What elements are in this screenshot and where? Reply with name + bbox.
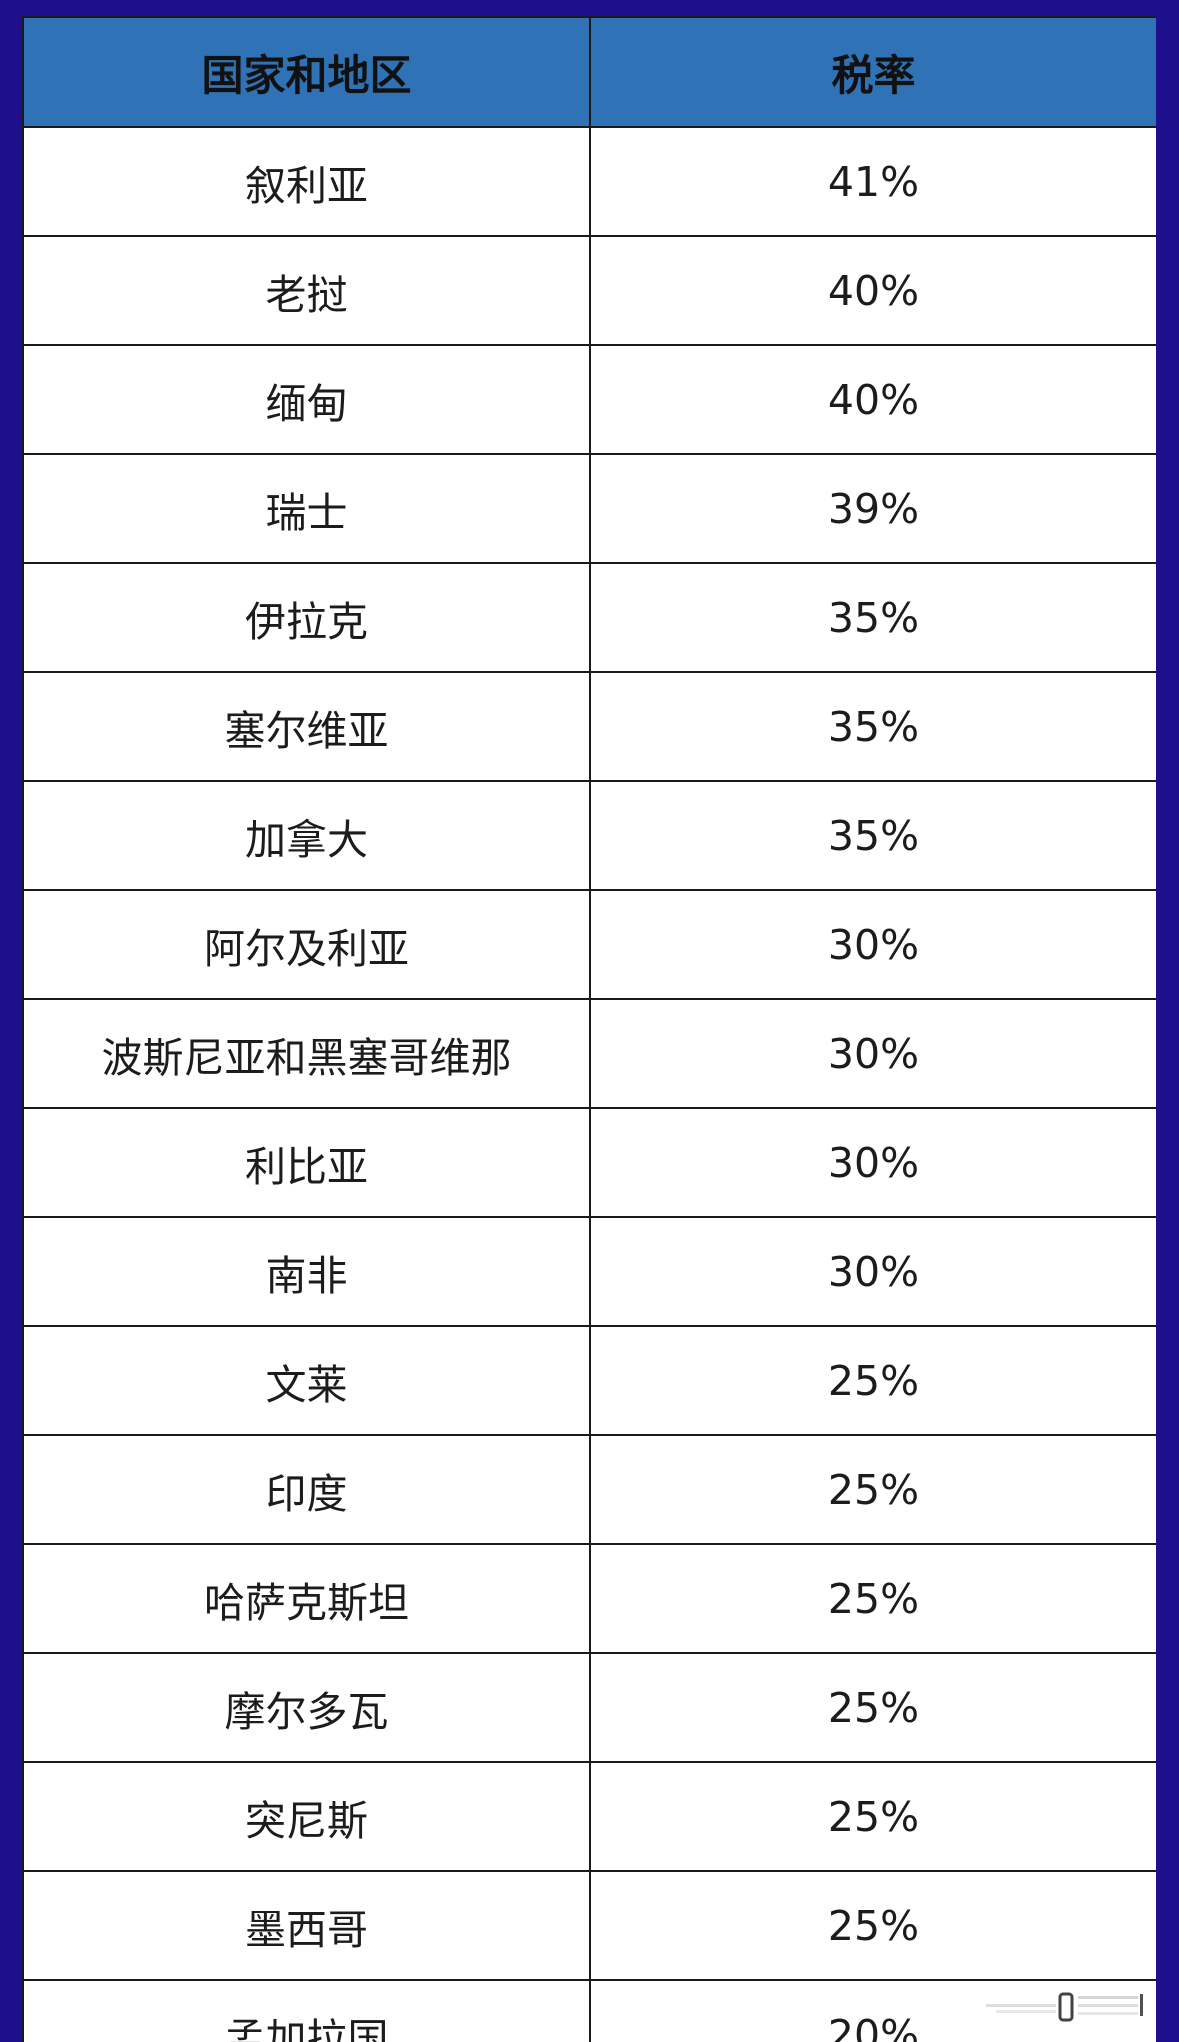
region-cell: 波斯尼亚和黑塞哥维那 [22,998,591,1109]
region-cell: 文莱 [22,1325,591,1436]
region-cell: 瑞士 [22,453,591,564]
table-row: 哈萨克斯坦 25% [22,1543,1156,1654]
rate-cell: 25% [589,1652,1156,1763]
rate-cell: 30% [589,1107,1156,1218]
header-rate: 税率 [589,16,1156,128]
rate-cell: 35% [589,671,1156,782]
table-row: 叙利亚 41% [22,126,1156,237]
table-row: 缅甸 40% [22,344,1156,455]
rate-cell: 25% [589,1434,1156,1545]
rate-cell: 30% [589,998,1156,1109]
region-cell: 缅甸 [22,344,591,455]
rate-cell: 35% [589,780,1156,891]
region-cell: 阿尔及利亚 [22,889,591,1000]
region-cell: 摩尔多瓦 [22,1652,591,1763]
table-row: 塞尔维亚 35% [22,671,1156,782]
table-row: 墨西哥 25% [22,1870,1156,1981]
region-cell: 突尼斯 [22,1761,591,1872]
table-row: 伊拉克 35% [22,562,1156,673]
table-row: 利比亚 30% [22,1107,1156,1218]
tariff-table: 国家和地区 税率 叙利亚 41% 老挝 40% 缅甸 40% 瑞士 39% 伊拉克 35%… [22,16,1156,2042]
table-row: 摩尔多瓦 25% [22,1652,1156,1763]
header-region: 国家和地区 [22,16,591,128]
rate-cell: 25% [589,1870,1156,1981]
region-cell: 印度 [22,1434,591,1545]
rate-cell: 30% [589,889,1156,1000]
rate-cell: 35% [589,562,1156,673]
table-row: 加拿大 35% [22,780,1156,891]
region-cell: 塞尔维亚 [22,671,591,782]
table-row: 印度 25% [22,1434,1156,1545]
table-row: 老挝 40% [22,235,1156,346]
region-cell: 老挝 [22,235,591,346]
region-cell: 叙利亚 [22,126,591,237]
table-row: 突尼斯 25% [22,1761,1156,1872]
region-cell: 墨西哥 [22,1870,591,1981]
rate-cell: 41% [589,126,1156,237]
table-row: 波斯尼亚和黑塞哥维那 30% [22,998,1156,1109]
watermark-icon [986,1992,1143,2022]
region-cell: 利比亚 [22,1107,591,1218]
table-row: 文莱 25% [22,1325,1156,1436]
region-cell: 哈萨克斯坦 [22,1543,591,1654]
rate-cell: 30% [589,1216,1156,1327]
rate-cell: 25% [589,1543,1156,1654]
table-row: 南非 30% [22,1216,1156,1327]
rate-cell: 39% [589,453,1156,564]
rate-cell: 25% [589,1325,1156,1436]
region-cell: 伊拉克 [22,562,591,673]
table-header-row: 国家和地区 税率 [22,16,1156,128]
rate-cell: 40% [589,344,1156,455]
region-cell: 孟加拉国 [22,1979,591,2042]
region-cell: 南非 [22,1216,591,1327]
table-row: 瑞士 39% [22,453,1156,564]
rate-cell: 40% [589,235,1156,346]
table-row: 阿尔及利亚 30% [22,889,1156,1000]
table-frame: 国家和地区 税率 叙利亚 41% 老挝 40% 缅甸 40% 瑞士 39% 伊拉克 35%… [22,16,1156,2042]
region-cell: 加拿大 [22,780,591,891]
rate-cell: 25% [589,1761,1156,1872]
